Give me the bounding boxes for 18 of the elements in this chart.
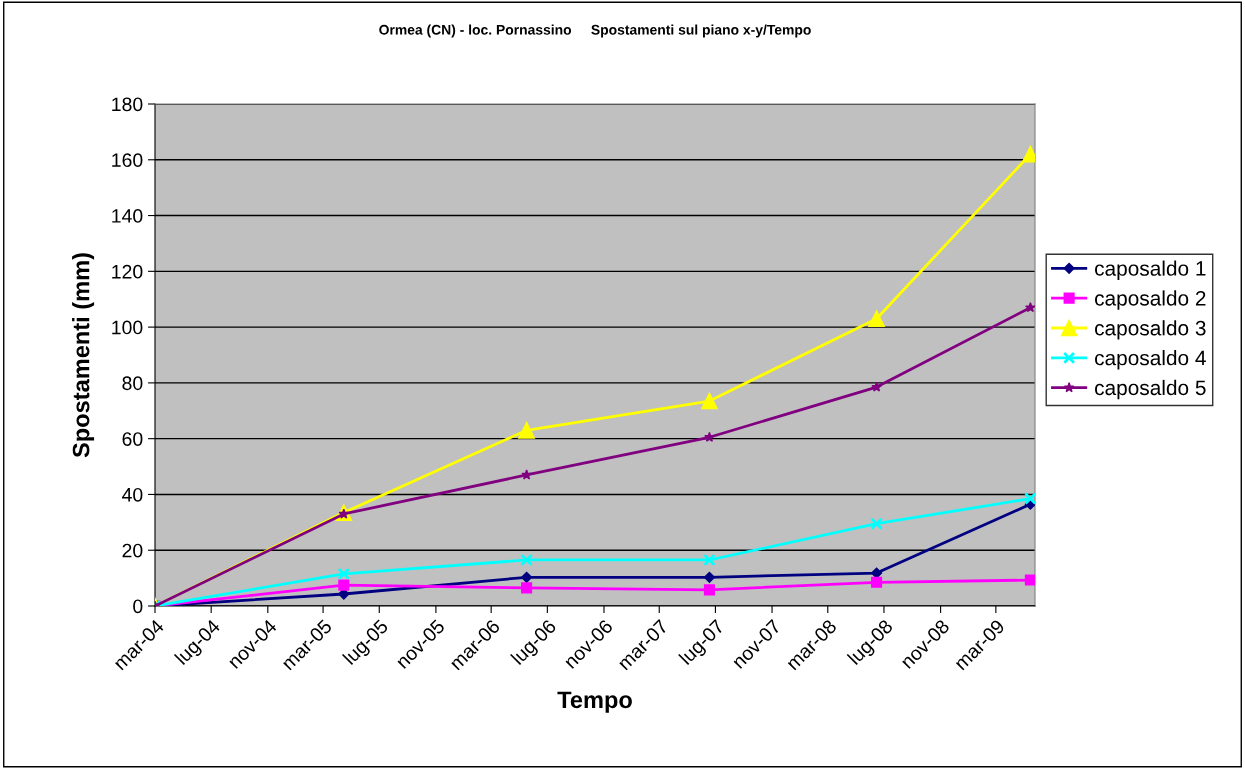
x-axis-title: Tempo — [557, 691, 632, 713]
y-tick-label: 40 — [122, 487, 143, 502]
legend-label: caposaldo 5 — [1095, 379, 1206, 400]
y-tick-label: 0 — [133, 599, 143, 614]
y-tick-label: 180 — [112, 97, 143, 112]
legend-label: caposaldo 1 — [1095, 260, 1206, 280]
legend-label: caposaldo 3 — [1095, 320, 1206, 340]
y-tick-label: 120 — [112, 264, 143, 279]
y-tick-label: 20 — [122, 543, 143, 558]
y-tick-label: 80 — [122, 376, 143, 391]
y-tick-label: 60 — [122, 432, 143, 446]
y-tick-label: 100 — [112, 320, 143, 335]
legend-label: caposaldo 4 — [1095, 350, 1206, 370]
legend-label: caposaldo 2 — [1095, 290, 1206, 310]
chart-title: Ormea (CN) - loc. Pornassino Spostamenti sul piano x-y/Tempo — [379, 24, 811, 38]
y-tick-label: 140 — [112, 209, 143, 223]
y-axis-title: Spostamenti (mm) — [72, 253, 95, 458]
y-tick-label: 160 — [112, 153, 143, 168]
